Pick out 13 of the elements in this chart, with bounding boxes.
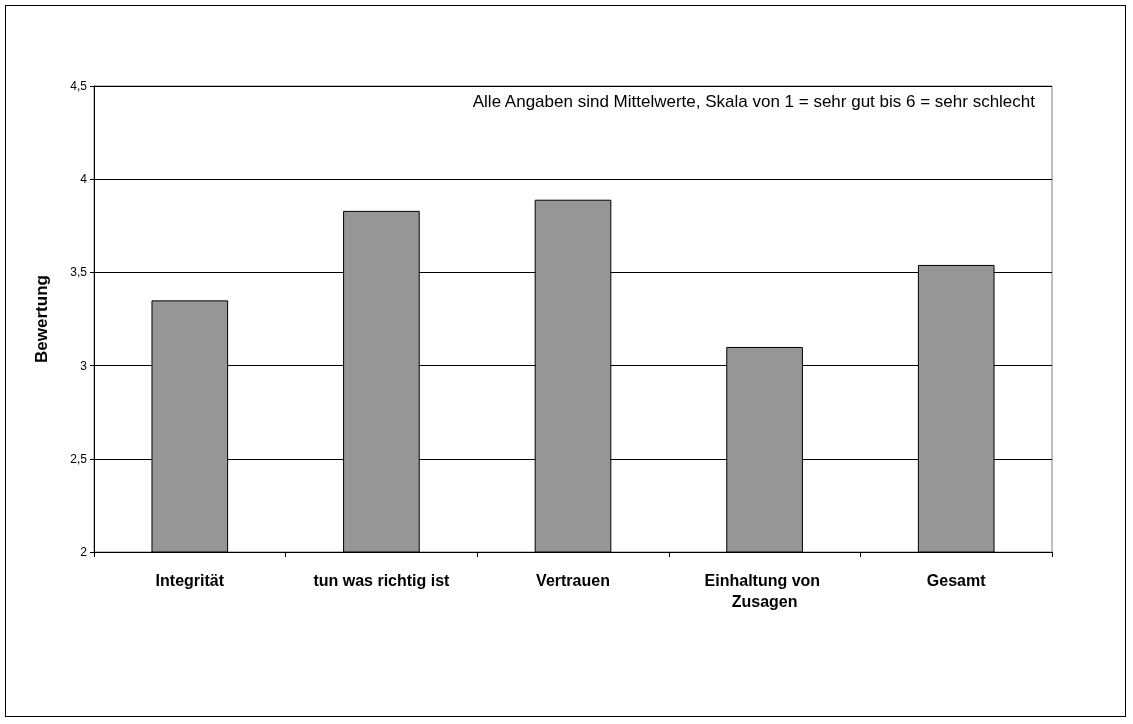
x-tick-label: Einhaltung von Zusagen: [704, 572, 825, 610]
y-tick-label: 2,5: [70, 451, 88, 466]
y-axis-title: Bewertung: [32, 275, 51, 363]
y-tick-label: 2: [80, 545, 88, 559]
y-tick-label: 3: [80, 358, 88, 373]
y-tick-label: 3,5: [70, 265, 88, 280]
x-tick-label: Integrität: [155, 572, 225, 589]
x-tick-label: Vertrauen: [536, 572, 610, 589]
annotation: Alle Angaben sind Mittelwerte, Skala von 1 = sehr gut bis 6 = sehr schlecht: [472, 92, 1036, 111]
y-tick-label: 4,5: [70, 79, 88, 93]
x-tick-label: Gesamt: [926, 572, 987, 589]
y-tick-label: 4: [80, 172, 88, 187]
x-tick-label: tun was richtig ist: [313, 572, 451, 589]
